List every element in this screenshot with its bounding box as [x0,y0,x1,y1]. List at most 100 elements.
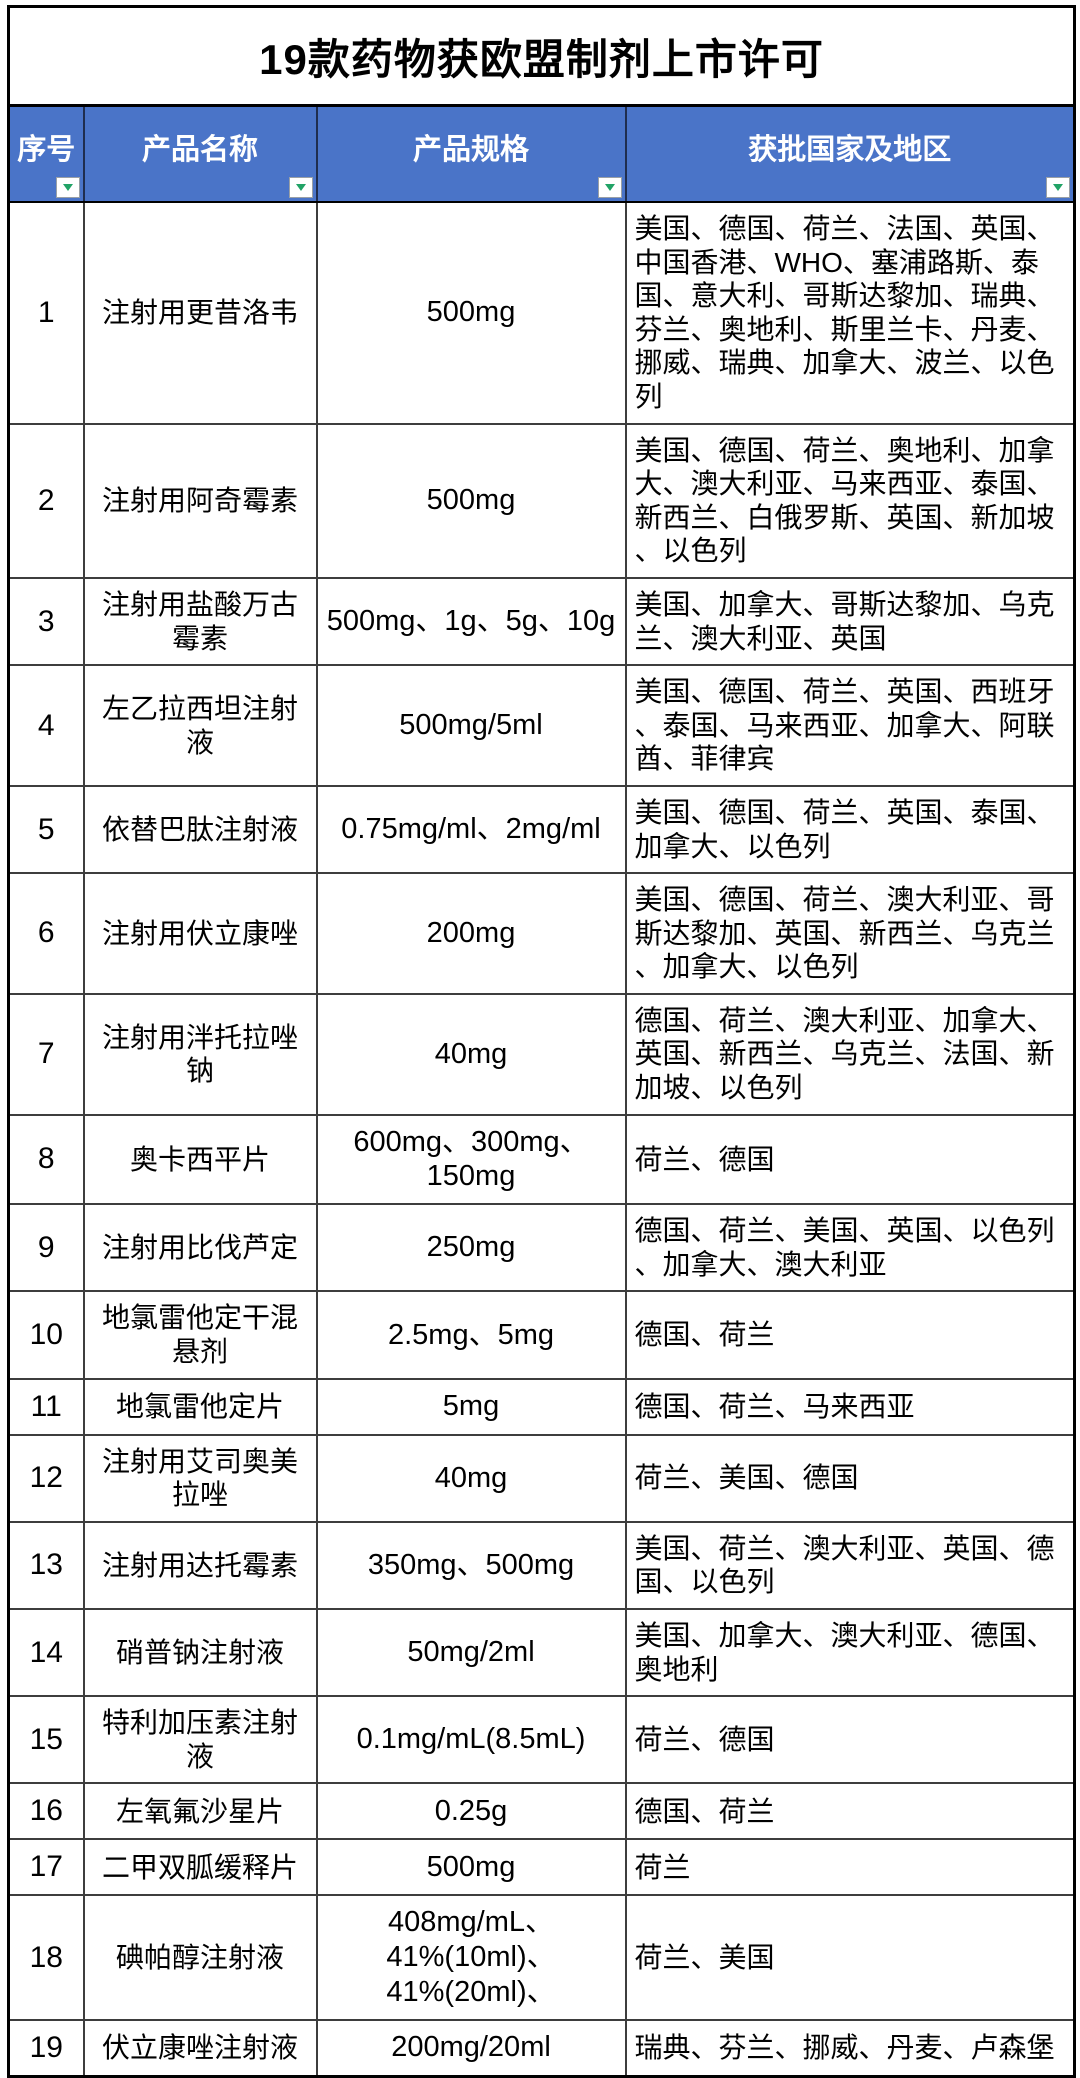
cell-index: 6 [7,872,85,995]
cell-index: 8 [7,1113,85,1206]
cell-index: 4 [7,664,85,787]
table-row: 13 注射用达托霉素 350mg、500mg 美国、荷兰、澳大利亚、英国、德国、… [7,1520,1076,1611]
cell-product-name: 依替巴肽注射液 [82,784,318,875]
cell-regions: 德国、荷兰、澳大利亚、加拿大、英国、新西兰、乌克兰、法国、新加坡、以色列 [624,992,1076,1116]
table-row: 1 注射用更昔洛韦 500mg 美国、德国、荷兰、法国、英国、中国香港、WHO、… [7,201,1076,425]
spreadsheet-region: 19款药物获欧盟制剂上市许可 序号 产品名称 产品规格 [6,5,1077,2078]
column-header-product-name: 产品名称 [82,104,318,203]
cell-regions: 荷兰 [624,1838,1076,1897]
cell-product-name: 奥卡西平片 [82,1113,318,1206]
table-row: 8 奥卡西平片 600mg、300mg、150mg 荷兰、德国 [7,1113,1076,1206]
table-row: 7 注射用泮托拉唑钠 40mg 德国、荷兰、澳大利亚、加拿大、英国、新西兰、乌克… [7,992,1076,1116]
drug-approval-table: 19款药物获欧盟制剂上市许可 序号 产品名称 产品规格 [6,5,1077,2078]
cell-spec: 2.5mg、5mg [315,1290,627,1380]
cell-product-name: 地氯雷他定干混悬剂 [82,1290,318,1380]
table-row: 10 地氯雷他定干混悬剂 2.5mg、5mg 德国、荷兰 [7,1290,1076,1380]
cell-regions: 美国、加拿大、哥斯达黎加、乌克兰、澳大利亚、英国 [624,576,1076,667]
cell-index: 17 [7,1838,85,1897]
table-row: 5 依替巴肽注射液 0.75mg/ml、2mg/ml 美国、德国、荷兰、英国、泰… [7,784,1076,875]
cell-product-name: 地氯雷他定片 [82,1377,318,1436]
cell-index: 9 [7,1203,85,1293]
cell-product-name: 左乙拉西坦注射液 [82,664,318,787]
cell-regions: 荷兰、美国、德国 [624,1433,1076,1523]
filter-arrow-icon [295,184,306,191]
filter-dropdown-button[interactable] [597,177,622,198]
filter-dropdown-button[interactable] [288,177,313,198]
table-row: 17 二甲双胍缓释片 500mg 荷兰 [7,1838,1076,1897]
cell-index: 15 [7,1695,85,1785]
cell-regions: 德国、荷兰、美国、英国、以色列、加拿大、澳大利亚 [624,1203,1076,1293]
cell-product-name: 二甲双胍缓释片 [82,1838,318,1897]
cell-regions: 荷兰、德国 [624,1113,1076,1206]
cell-index: 11 [7,1377,85,1436]
cell-spec: 500mg、1g、5g、10g [315,576,627,667]
filter-arrow-icon [62,184,73,191]
table-row: 16 左氧氟沙星片 0.25g 德国、荷兰 [7,1782,1076,1841]
table-row: 11 地氯雷他定片 5mg 德国、荷兰、马来西亚 [7,1377,1076,1436]
table-row: 12 注射用艾司奥美拉唑 40mg 荷兰、美国、德国 [7,1433,1076,1523]
filter-arrow-icon [1053,184,1064,191]
cell-spec: 200mg/20ml [315,2018,627,2078]
cell-index: 14 [7,1607,85,1698]
column-header-product-name-label: 产品名称 [141,134,258,166]
cell-index: 13 [7,1520,85,1611]
title-row: 19款药物获欧盟制剂上市许可 [6,5,1077,107]
cell-product-name: 注射用比伐芦定 [82,1203,318,1293]
column-header-index-label: 序号 [17,134,76,166]
cell-regions: 美国、德国、荷兰、英国、泰国、加拿大、以色列 [624,784,1076,875]
table-row: 4 左乙拉西坦注射液 500mg/5ml 美国、德国、荷兰、英国、西班牙、泰国、… [7,664,1076,787]
column-header-index: 序号 [7,104,85,203]
cell-regions: 美国、德国、荷兰、英国、西班牙、泰国、马来西亚、加拿大、阿联酋、菲律宾 [624,664,1076,787]
cell-spec: 50mg/2ml [315,1607,627,1698]
table-row: 9 注射用比伐芦定 250mg 德国、荷兰、美国、英国、以色列、加拿大、澳大利亚 [7,1203,1076,1293]
cell-product-name: 伏立康唑注射液 [82,2018,318,2078]
cell-regions: 德国、荷兰 [624,1782,1076,1841]
column-header-spec: 产品规格 [315,104,627,203]
cell-product-name: 注射用泮托拉唑钠 [82,992,318,1116]
cell-spec: 600mg、300mg、150mg [315,1113,627,1206]
cell-regions: 美国、加拿大、澳大利亚、德国、奥地利 [624,1607,1076,1698]
cell-spec: 500mg [315,201,627,425]
cell-spec: 40mg [315,992,627,1116]
cell-spec: 250mg [315,1203,627,1293]
cell-spec: 500mg [315,1838,627,1897]
cell-spec: 350mg、500mg [315,1520,627,1611]
cell-index: 18 [7,1894,85,2021]
cell-product-name: 左氧氟沙星片 [82,1782,318,1841]
cell-regions: 美国、德国、荷兰、澳大利亚、哥斯达黎加、英国、新西兰、乌克兰、加拿大、以色列 [624,872,1076,995]
cell-spec: 200mg [315,872,627,995]
cell-product-name: 碘帕醇注射液 [82,1894,318,2021]
filter-arrow-icon [604,184,615,191]
cell-product-name: 硝普钠注射液 [82,1607,318,1698]
cell-spec: 40mg [315,1433,627,1523]
column-header-regions: 获批国家及地区 [624,104,1076,203]
table-row: 19 伏立康唑注射液 200mg/20ml 瑞典、芬兰、挪威、丹麦、卢森堡 [7,2018,1076,2078]
cell-spec: 5mg [315,1377,627,1436]
cell-index: 1 [7,201,85,425]
table-row: 15 特利加压素注射液 0.1mg/mL(8.5mL) 荷兰、德国 [7,1695,1076,1785]
page-title: 19款药物获欧盟制剂上市许可 [6,5,1077,107]
table-row: 2 注射用阿奇霉素 500mg 美国、德国、荷兰、奥地利、加拿大、澳大利亚、马来… [7,422,1076,579]
cell-regions: 德国、荷兰 [624,1290,1076,1380]
cell-index: 3 [7,576,85,667]
cell-regions: 美国、荷兰、澳大利亚、英国、德国、以色列 [624,1520,1076,1611]
cell-index: 5 [7,784,85,875]
cell-spec: 408mg/mL、 41%(10ml)、 41%(20ml)、 [315,1894,627,2021]
cell-regions: 德国、荷兰、马来西亚 [624,1377,1076,1436]
filter-dropdown-button[interactable] [1046,177,1071,198]
cell-product-name: 注射用更昔洛韦 [82,201,318,425]
cell-product-name: 注射用达托霉素 [82,1520,318,1611]
cell-regions: 荷兰、美国 [624,1894,1076,2021]
cell-spec: 0.1mg/mL(8.5mL) [315,1695,627,1785]
cell-regions: 瑞典、芬兰、挪威、丹麦、卢森堡 [624,2018,1076,2078]
filter-dropdown-button[interactable] [55,177,80,198]
cell-product-name: 特利加压素注射液 [82,1695,318,1785]
cell-regions: 美国、德国、荷兰、法国、英国、中国香港、WHO、塞浦路斯、泰国、意大利、哥斯达黎… [624,201,1076,425]
cell-product-name: 注射用艾司奥美拉唑 [82,1433,318,1523]
cell-index: 12 [7,1433,85,1523]
cell-spec: 500mg [315,422,627,579]
cell-spec: 0.75mg/ml、2mg/ml [315,784,627,875]
cell-index: 2 [7,422,85,579]
cell-index: 7 [7,992,85,1116]
table-row: 3 注射用盐酸万古霉素 500mg、1g、5g、10g 美国、加拿大、哥斯达黎加… [7,576,1076,667]
